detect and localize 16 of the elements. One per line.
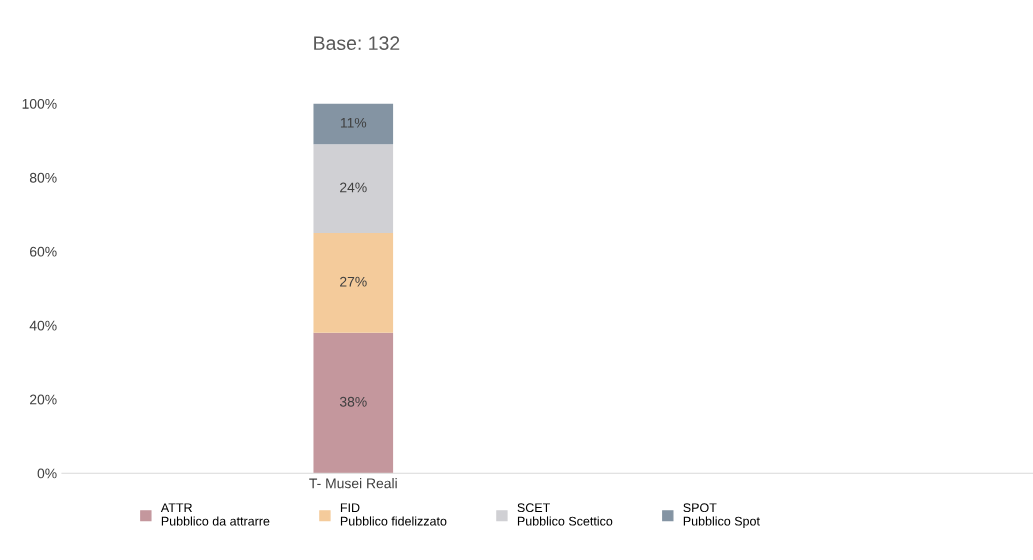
legend-label: SCET Pubblico Scettico xyxy=(517,503,613,526)
data-label: 11% xyxy=(340,117,367,128)
chart-title: Base: 132 xyxy=(314,36,400,51)
legend-label: SPOT Pubblico Spot xyxy=(683,503,760,529)
legend-label: ATTR Pubblico da attrarre xyxy=(160,503,270,526)
data-label: 27% xyxy=(340,276,367,287)
y-tick-label: 80% xyxy=(29,172,57,183)
legend-label: FID Pubblico fidelizzato xyxy=(340,503,447,526)
y-tick-label: 40% xyxy=(29,320,57,331)
y-tick-label: 20% xyxy=(30,394,57,405)
data-label: 24% xyxy=(340,182,367,193)
y-tick-label: 60% xyxy=(30,246,57,257)
y-tick-label: 0% xyxy=(37,468,57,479)
x-tick-label: T- Musei Reali xyxy=(309,478,397,489)
y-tick-label: 100% xyxy=(22,98,57,109)
data-label: 38% xyxy=(339,396,367,407)
